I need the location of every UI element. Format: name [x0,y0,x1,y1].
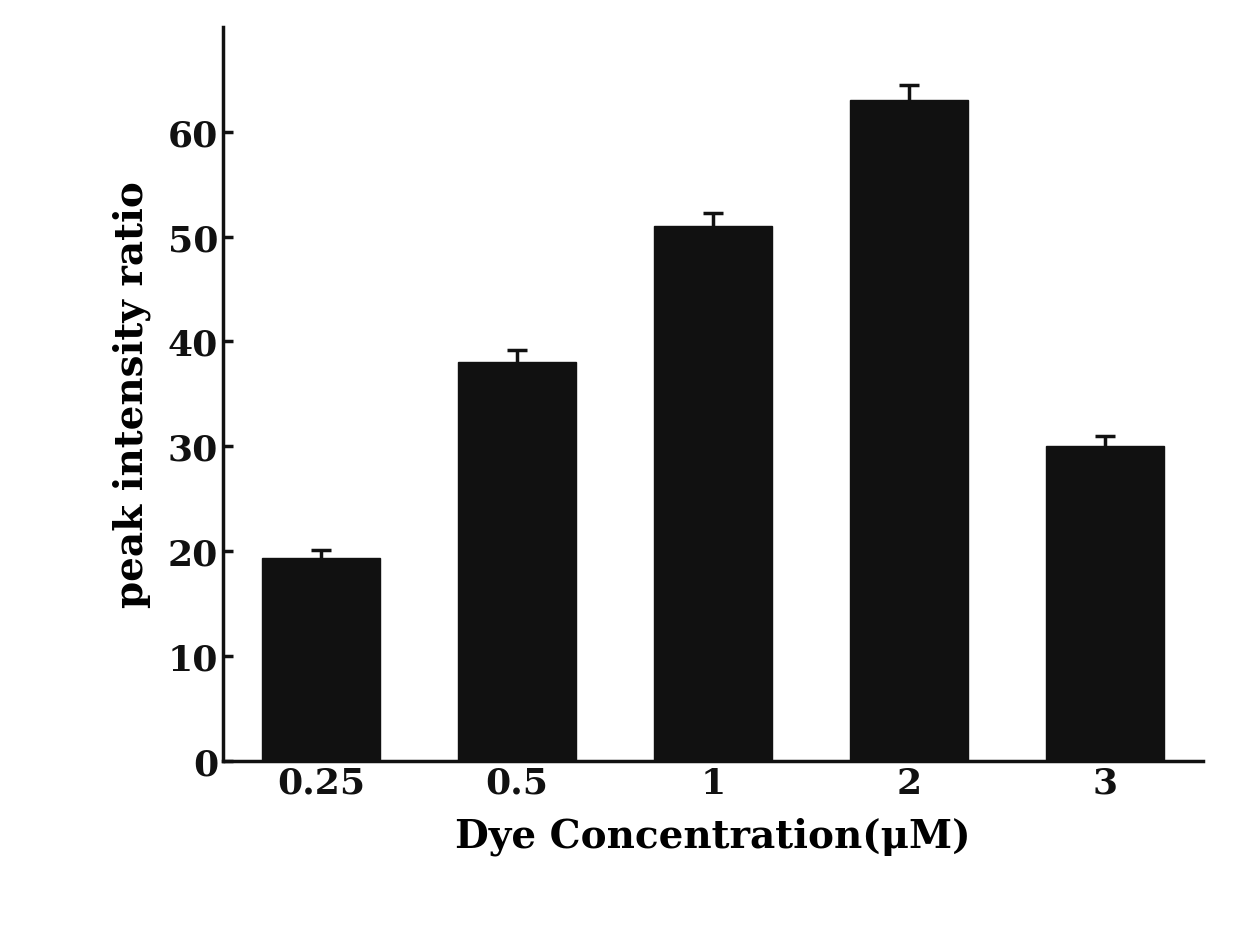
Bar [851,101,967,761]
Y-axis label: peak intensity ratio: peak intensity ratio [113,181,151,608]
Bar [263,559,379,761]
Bar [1047,446,1163,761]
Bar [459,363,575,761]
Bar [655,226,771,761]
X-axis label: Dye Concentration(μM): Dye Concentration(μM) [455,817,971,855]
